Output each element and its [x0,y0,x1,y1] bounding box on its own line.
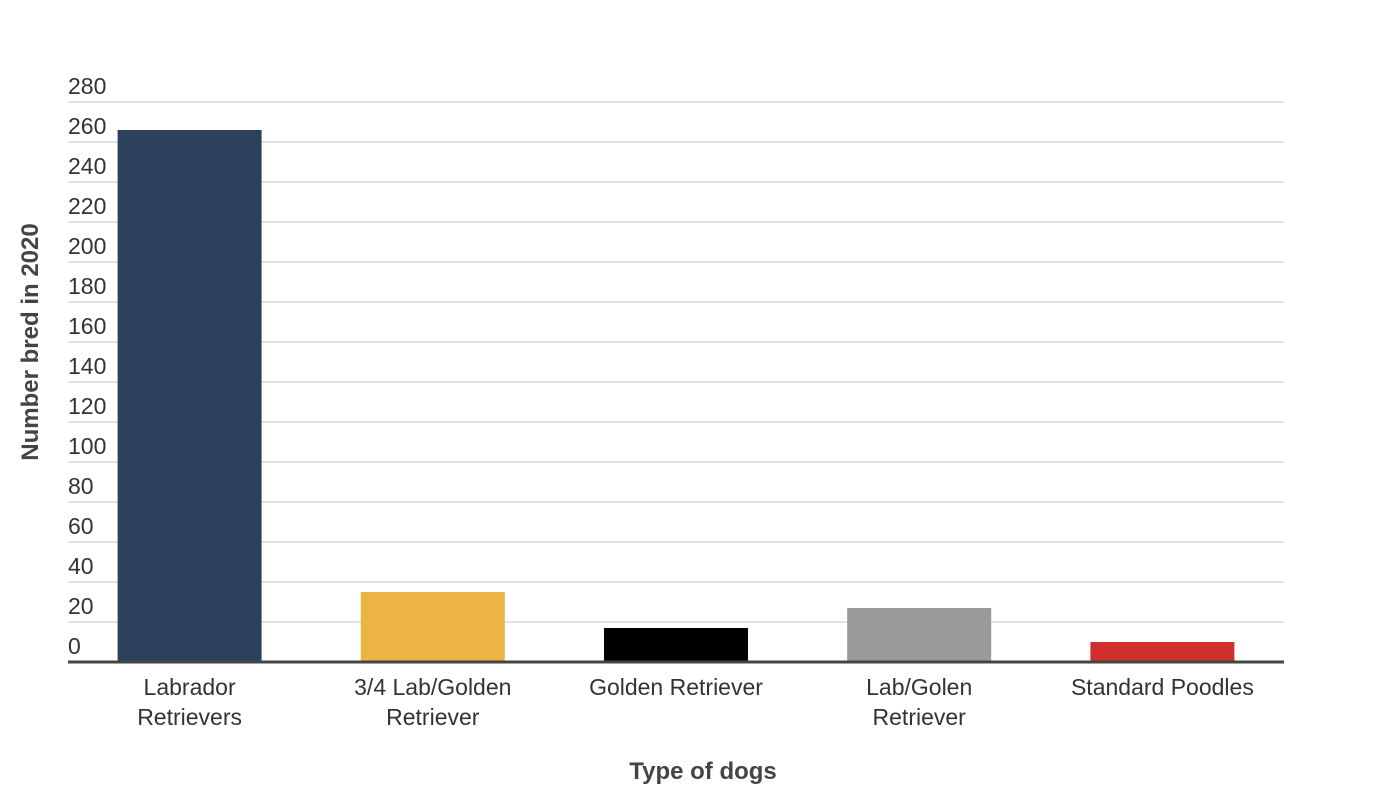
x-category-label-line: 3/4 Lab/Golden [354,674,511,700]
y-tick-label: 100 [68,433,106,459]
x-category-label-line: Labrador [144,674,236,700]
gridlines [68,101,1284,623]
y-tick-label: 220 [68,193,106,219]
y-axis-ticks: 0 20 40 60 80 100 120 140 160 180 200 220 240 260 280 [68,73,106,659]
x-axis-title: Type of dogs [629,758,777,785]
x-axis-categories: Labrador Retrievers 3/4 Lab/Golden Retrieve… [137,674,1254,730]
x-category-label: Standard Poodles [1071,674,1254,700]
y-tick-label: 40 [68,553,94,579]
x-category-label: Lab/Golen Retriever [866,674,972,730]
y-tick-label: 0 [68,633,81,659]
y-tick-label: 280 [68,73,106,99]
bar [1090,642,1235,662]
y-tick-label: 260 [68,113,106,139]
x-category-label-line: Standard Poodles [1071,674,1254,700]
x-category-label-line: Retriever [386,704,480,730]
y-tick-label: 20 [68,593,94,619]
y-tick-label: 180 [68,273,106,299]
bar [360,592,505,662]
x-category-label-line: Retrievers [137,704,242,730]
y-axis-title: Number bred in 2020 [17,223,44,460]
x-category-label: 3/4 Lab/Golden Retriever [354,674,511,730]
y-tick-label: 140 [68,353,106,379]
x-category-label-line: Lab/Golen [866,674,972,700]
y-tick-label: 240 [68,153,106,179]
bar [604,628,748,662]
y-tick-label: 80 [68,473,94,499]
bar [847,608,992,662]
bar [117,130,262,662]
y-tick-label: 60 [68,513,94,539]
y-tick-label: 160 [68,313,106,339]
y-tick-label: 200 [68,233,106,259]
y-tick-label: 120 [68,393,106,419]
x-category-label: Golden Retriever [589,674,763,700]
x-category-label-line: Retriever [873,704,967,730]
x-category-label: Labrador Retrievers [137,674,242,730]
x-category-label-line: Golden Retriever [589,674,763,700]
bars [117,130,1235,662]
